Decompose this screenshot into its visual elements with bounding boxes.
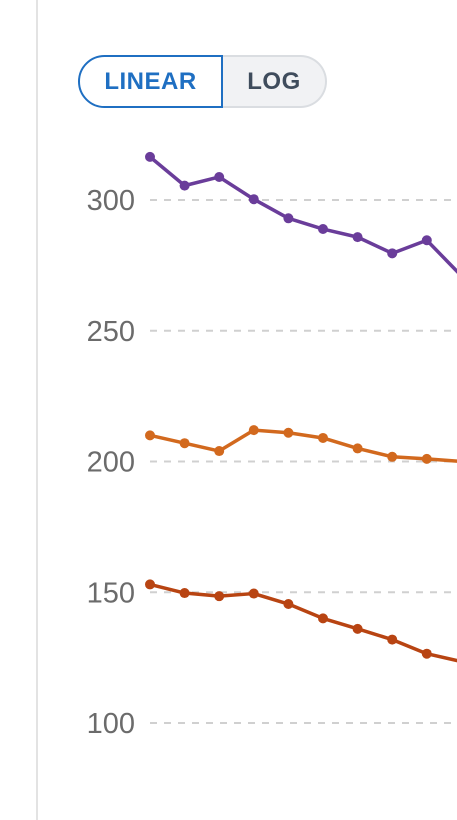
panel-divider: [36, 0, 38, 820]
series-2-point-2[interactable]: [179, 438, 190, 449]
series-3: [145, 579, 457, 663]
series-1-point-5[interactable]: [283, 213, 294, 224]
series-2-point-1[interactable]: [145, 430, 155, 441]
series-2-point-5[interactable]: [283, 427, 294, 438]
series-3-point-8[interactable]: [387, 634, 398, 645]
series-3-point-4[interactable]: [248, 588, 259, 599]
series-2-point-6[interactable]: [318, 432, 328, 443]
series-2-point-9[interactable]: [421, 453, 432, 464]
y-tick-label-250: 250: [87, 316, 135, 348]
series-2-line: [149, 428, 457, 463]
series-1-point-1[interactable]: [145, 151, 155, 162]
series-2-point-7[interactable]: [352, 443, 363, 454]
series-1-point-2[interactable]: [179, 180, 190, 191]
series-1-point-4[interactable]: [248, 194, 259, 205]
log-scale-button[interactable]: LOG: [223, 55, 327, 108]
y-tick-label-300: 300: [87, 185, 135, 217]
series-3-point-1[interactable]: [145, 579, 155, 590]
series-2-point-8[interactable]: [387, 451, 398, 462]
series-2-point-4[interactable]: [248, 425, 259, 436]
series-1-point-7[interactable]: [352, 232, 363, 243]
series-2: [145, 425, 457, 464]
series-1-line: [148, 155, 457, 274]
series-1: [145, 151, 457, 274]
series-1-point-8[interactable]: [387, 248, 398, 259]
y-axis-ticks: 100 150 200 250 300: [87, 185, 135, 740]
series-3-point-9[interactable]: [421, 648, 432, 659]
series-1-point-9[interactable]: [421, 235, 432, 246]
y-tick-label-100: 100: [87, 708, 135, 740]
series-1-point-6[interactable]: [318, 224, 328, 235]
series-3-point-7[interactable]: [352, 623, 363, 634]
series-3-point-5[interactable]: [283, 599, 294, 610]
linear-scale-button[interactable]: LINEAR: [78, 55, 223, 108]
series-3-point-6[interactable]: [318, 613, 328, 624]
series-3-line: [149, 582, 457, 663]
scale-toggle: LINEAR LOG: [78, 55, 327, 108]
series-1-point-3[interactable]: [214, 171, 225, 182]
series-3-point-2[interactable]: [179, 588, 190, 599]
series-2-point-3[interactable]: [214, 446, 225, 457]
y-tick-label-150: 150: [87, 577, 135, 609]
gridlines: [150, 199, 457, 724]
y-tick-label-200: 200: [87, 447, 135, 479]
series-group: [145, 151, 457, 663]
series-3-point-3[interactable]: [214, 591, 225, 602]
